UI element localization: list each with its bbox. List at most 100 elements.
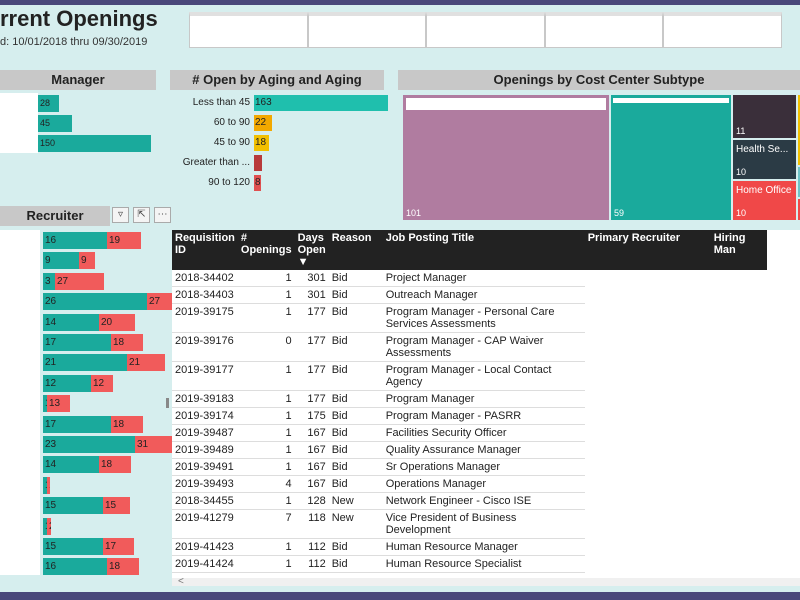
col-job-posting-title[interactable]: Job Posting Title [382,230,585,270]
table-cell: 1 [237,390,295,408]
table-row[interactable]: 2018-34403 1 301 Bid Outreach Manager [172,286,767,304]
visual-header-icons: ▿ ⇱ ⋯ [112,207,171,223]
treemap-tile[interactable] [798,199,800,220]
date-range-subtitle: d: 10/01/2018 thru 09/30/2019 [0,36,148,48]
table-cell: 1 [237,555,295,573]
table-cell: Bid [328,458,383,476]
recruiter-bar-red: 15 [103,497,130,515]
table-cell: 0 [237,332,295,362]
table-cell: Program Manager - PASRR [382,407,585,425]
slicer-3[interactable] [426,12,545,48]
table-cell: 2019-41279 [172,509,238,539]
aging-bar-value: 18 [255,137,267,148]
table-row[interactable]: 2018-34455 1 128 New Network Engineer - Cisc… [172,492,767,510]
recruiter-bar-teal: 16 [43,558,107,576]
treemap-tile[interactable] [403,95,609,220]
table-cell: Bid [328,555,383,573]
table-horizontal-scrollbar[interactable] [172,578,800,586]
table-row[interactable]: 2019-39177 1 177 Bid Program Manager - Local… [172,361,767,391]
table-cell: 177 [294,332,329,362]
recruiter-bar-red: 27 [55,272,104,290]
col-openings[interactable]: # Openings [237,230,295,270]
treemap-tile[interactable] [733,140,796,179]
aging-bar-value: 8 [255,177,261,188]
slicer-2[interactable] [307,12,427,48]
col-primary-recruiter[interactable]: Primary Recruiter [584,230,711,270]
table-row[interactable]: 2019-41423 1 112 Bid Human Resource Manager [172,538,767,556]
table-row[interactable]: 2019-39175 1 177 Bid Program Manager - Perso… [172,303,767,333]
aging-bar[interactable] [254,135,269,151]
col-requisition-id[interactable]: Requisition ID [172,230,238,270]
table-row[interactable]: 2019-39176 0 177 Bid Program Manager - CAP W… [172,332,767,362]
recruiter-bar-red: 12 [91,374,113,392]
recruiter-bar-teal: 23 [43,436,135,453]
aging-bar[interactable] [254,95,388,111]
table-row[interactable]: 2019-39183 1 177 Bid Program Manager [172,390,767,408]
col-reason[interactable]: Reason [328,230,383,270]
treemap-tile-label: Home Office [736,185,792,196]
recruiter-bar-teal: 17 [43,415,111,433]
recruiter-bar-teal: 15 [43,497,103,515]
table-cell: 177 [294,361,329,391]
recruiter-bar-red: 1 [47,476,50,494]
table-cell: 301 [294,286,329,304]
recruiter-bar-teal: 3 [43,272,55,290]
filter-icon[interactable]: ▿ [112,207,129,223]
aging-bar[interactable] [254,115,273,131]
table-row[interactable]: 2019-41424 1 112 Bid Human Resource Speciali… [172,555,767,573]
sort-desc-icon: ▼ [297,256,309,268]
table-row[interactable]: 2019-39174 1 175 Bid Program Manager - PASRR [172,407,767,425]
aging-category-label: Greater than ... [182,157,250,168]
slicer-5[interactable] [663,12,782,48]
table-row[interactable]: 2019-39489 1 167 Bid Quality Assurance Manag… [172,441,767,459]
table-cell: Bid [328,441,383,459]
treemap-tile-highlight [613,98,729,103]
slicer-4[interactable] [544,12,664,48]
table-row[interactable]: 2019-39487 1 167 Bid Facilities Security Off… [172,424,767,442]
table-cell: 1 [237,303,295,333]
treemap-tile[interactable] [798,95,800,165]
treemap-tile-value: 59 [614,208,625,218]
treemap-tile[interactable] [733,181,796,220]
manager-bar[interactable] [38,135,151,152]
table-row[interactable]: 2019-39491 1 167 Bid Sr Operations Manager [172,458,767,476]
more-options-icon[interactable]: ⋯ [154,207,171,223]
aging-bar[interactable] [254,155,263,171]
col-hiring-manager[interactable]: Hiring Man [710,230,767,270]
table-cell: 1 [237,458,295,476]
recruiter-bar-red: 18 [111,334,144,351]
table-cell: Sr Operations Manager [382,458,585,476]
treemap-tile[interactable] [611,95,731,220]
table-cell: 1 [237,270,295,287]
recruiter-name-area [0,230,40,575]
slicer-1[interactable] [189,12,308,48]
recruiter-bar-red: 18 [107,558,140,576]
col-days-open[interactable]: Days Open ▼ [294,230,329,270]
focus-mode-icon[interactable]: ⇱ [133,207,150,223]
table-row[interactable]: 2019-41279 7 118 New Vice President of Busin… [172,509,767,539]
table-row[interactable]: 2018-34402 1 301 Bid Project Manager [172,270,767,287]
recruiter-bar-red: 19 [107,232,142,249]
recruiter-bar-red: 13 [47,395,71,413]
table-cell: 7 [237,509,295,539]
manager-bar[interactable] [38,95,60,112]
table-cell: Outreach Manager [382,286,585,304]
table-row[interactable]: 2019-39493 4 167 Bid Operations Manager [172,475,767,493]
recruiter-scroll-thumb[interactable] [166,398,169,408]
aging-bar[interactable] [254,175,261,191]
table-cell: 1 [237,424,295,442]
slicer-bar [189,12,782,52]
table-cell: Program Manager - CAP Waiver Assessments [382,332,585,362]
scroll-left-icon[interactable]: < [178,576,184,587]
table-cell: Project Manager [382,270,585,287]
table-cell: Bid [328,332,383,362]
manager-bar[interactable] [38,115,72,132]
table-cell: 1 [237,492,295,510]
table-cell: New [328,492,383,510]
recruiter-bar-teal: 16 [43,232,107,249]
table-cell: Bid [328,361,383,391]
treemap-tile[interactable] [798,167,800,197]
treemap-tile[interactable] [733,95,796,138]
treemap-tile-value: 10 [736,167,747,177]
